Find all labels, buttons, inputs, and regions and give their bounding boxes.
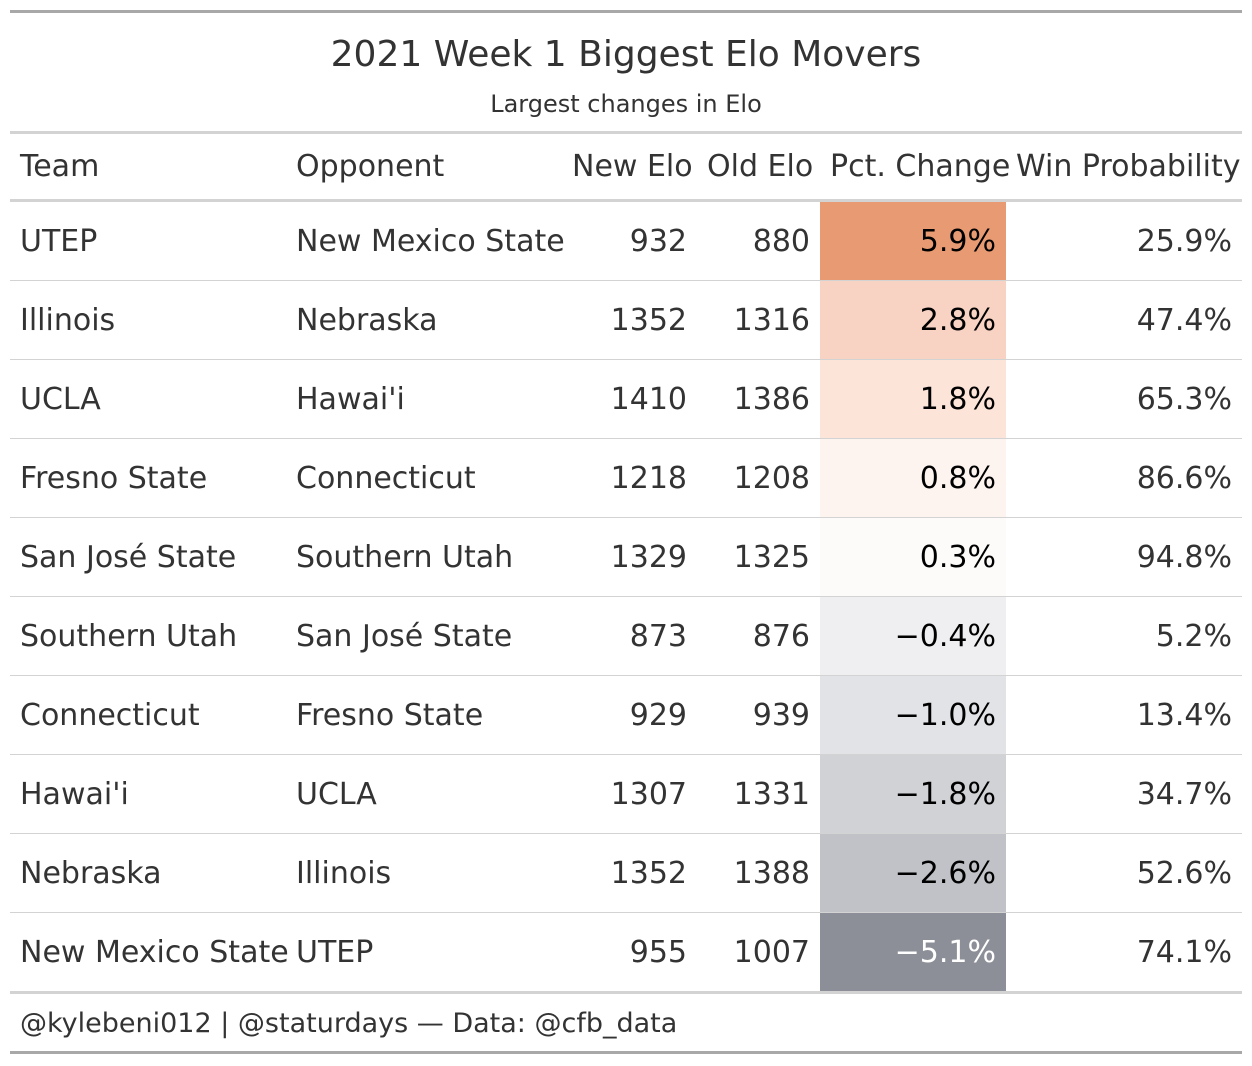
cell-pct-change: −0.4%	[820, 596, 1006, 676]
cell-team: New Mexico State	[10, 912, 289, 994]
cell-team: Nebraska	[10, 833, 286, 913]
cell-win-probability: 86.6%	[1006, 438, 1242, 518]
table-row: Hawai'i UCLA 1307 1331 −1.8% 34.7%	[10, 754, 1242, 834]
cell-new-elo: 1329	[562, 517, 697, 597]
cell-pct-change: 5.9%	[820, 200, 1006, 281]
column-header-win-probability: Win Probability	[1006, 134, 1242, 202]
table-row: UTEP New Mexico State 932 880 5.9% 25.9%	[10, 200, 1242, 281]
cell-opponent: New Mexico State	[286, 200, 565, 281]
table-row: Nebraska Illinois 1352 1388 −2.6% 52.6%	[10, 833, 1242, 913]
cell-pct-change: −2.6%	[820, 833, 1006, 913]
table-row: Fresno State Connecticut 1218 1208 0.8% 86.6%	[10, 438, 1242, 518]
cell-opponent: Illinois	[286, 833, 562, 913]
header-row: Team Opponent New Elo Old Elo Pct. Chang…	[10, 134, 1242, 202]
cell-pct-change: −1.8%	[820, 754, 1006, 834]
cell-new-elo: 1352	[562, 280, 697, 360]
table-row: Southern Utah San José State 873 876 −0.4% 5.…	[10, 596, 1242, 676]
cell-pct-change: 0.8%	[820, 438, 1006, 518]
cell-win-probability: 34.7%	[1006, 754, 1242, 834]
cell-team: UCLA	[10, 359, 286, 439]
cell-new-elo: 1410	[562, 359, 697, 439]
cell-opponent: Southern Utah	[286, 517, 562, 597]
cell-old-elo: 1208	[697, 438, 820, 518]
cell-new-elo: 1307	[562, 754, 697, 834]
table-body: UTEP New Mexico State 932 880 5.9% 25.9% Illin…	[10, 200, 1242, 994]
cell-opponent: San José State	[286, 596, 562, 676]
table-row: UCLA Hawai'i 1410 1386 1.8% 65.3%	[10, 359, 1242, 439]
table-row: Connecticut Fresno State 929 939 −1.0% 13.4%	[10, 675, 1242, 755]
cell-team: Connecticut	[10, 675, 286, 755]
table-figure: 2021 Week 1 Biggest Elo Movers Largest c…	[10, 10, 1242, 1054]
cell-old-elo: 1388	[697, 833, 820, 913]
table-title: 2021 Week 1 Biggest Elo Movers	[330, 34, 922, 75]
cell-team: Southern Utah	[10, 596, 286, 676]
column-header-team: Team	[10, 134, 286, 202]
cell-opponent: UCLA	[286, 754, 562, 834]
cell-old-elo: 1386	[697, 359, 820, 439]
cell-win-probability: 47.4%	[1006, 280, 1242, 360]
cell-old-elo: 880	[697, 200, 820, 281]
column-header-old-elo: Old Elo	[697, 134, 820, 202]
table-row: New Mexico State UTEP 955 1007 −5.1% 74.1%	[10, 912, 1242, 994]
cell-new-elo: 873	[562, 596, 697, 676]
source-note: @kylebeni012 | @staturdays — Data: @cfb_…	[20, 1008, 678, 1039]
cell-new-elo: 1352	[562, 833, 697, 913]
cell-new-elo: 1218	[562, 438, 697, 518]
cell-team: San José State	[10, 517, 286, 597]
column-header-new-elo: New Elo	[562, 134, 697, 202]
cell-win-probability: 65.3%	[1006, 359, 1242, 439]
cell-opponent: UTEP	[286, 912, 562, 994]
table-subtitle: Largest changes in Elo	[490, 90, 762, 118]
cell-opponent: Nebraska	[286, 280, 562, 360]
cell-pct-change: −5.1%	[820, 912, 1006, 994]
cell-team: UTEP	[10, 200, 286, 281]
cell-team: Illinois	[10, 280, 286, 360]
header-rule	[10, 131, 1242, 134]
cell-new-elo: 929	[562, 675, 697, 755]
cell-win-probability: 94.8%	[1006, 517, 1242, 597]
cell-old-elo: 1331	[697, 754, 820, 834]
cell-old-elo: 1007	[697, 912, 820, 994]
cell-old-elo: 939	[697, 675, 820, 755]
cell-opponent: Connecticut	[286, 438, 562, 518]
cell-team: Hawai'i	[10, 754, 286, 834]
cell-pct-change: −1.0%	[820, 675, 1006, 755]
cell-old-elo: 876	[697, 596, 820, 676]
cell-win-probability: 5.2%	[1006, 596, 1242, 676]
top-rule	[10, 10, 1242, 13]
cell-win-probability: 13.4%	[1006, 675, 1242, 755]
cell-old-elo: 1316	[697, 280, 820, 360]
cell-old-elo: 1325	[697, 517, 820, 597]
column-header-pct-change: Pct. Change	[820, 134, 1010, 202]
cell-new-elo: 955	[562, 912, 697, 994]
column-header-opponent: Opponent	[286, 134, 562, 202]
cell-pct-change: 1.8%	[820, 359, 1006, 439]
cell-team: Fresno State	[10, 438, 286, 518]
cell-pct-change: 2.8%	[820, 280, 1006, 360]
cell-opponent: Hawai'i	[286, 359, 562, 439]
cell-win-probability: 52.6%	[1006, 833, 1242, 913]
cell-pct-change: 0.3%	[820, 517, 1006, 597]
cell-opponent: Fresno State	[286, 675, 562, 755]
table-row: Illinois Nebraska 1352 1316 2.8% 47.4%	[10, 280, 1242, 360]
table-row: San José State Southern Utah 1329 1325 0.3% 9…	[10, 517, 1242, 597]
bottom-rule	[10, 1051, 1242, 1054]
elo-table: Team Opponent New Elo Old Elo Pct. Chang…	[10, 134, 1242, 994]
cell-win-probability: 74.1%	[1006, 912, 1242, 994]
cell-win-probability: 25.9%	[1006, 200, 1242, 281]
cell-new-elo: 932	[562, 200, 697, 281]
